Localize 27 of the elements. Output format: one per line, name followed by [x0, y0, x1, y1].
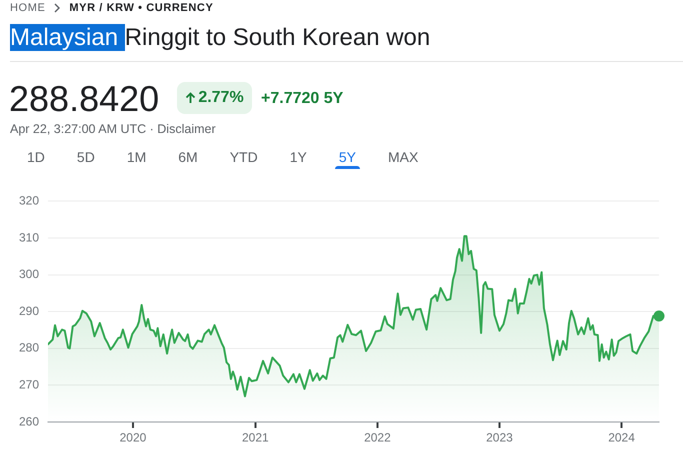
text: YTD	[230, 149, 258, 165]
x-tick-label: 2020	[120, 430, 147, 445]
text: 1Y	[290, 149, 307, 165]
text: HOME	[10, 1, 46, 15]
text: MAX	[388, 149, 418, 165]
text: 5D	[76, 149, 95, 165]
text: Apr 22, 3:27:00 AM UTC · Disclaimer	[10, 122, 216, 137]
text: 288.8420	[9, 78, 160, 119]
y-tick-label: 270	[18, 378, 40, 392]
y-tick-label: 300	[18, 267, 40, 282]
change-badge: 2.77%	[177, 82, 252, 114]
x-tick-label: 2021	[242, 430, 270, 445]
y-tick-label: 290	[18, 304, 40, 318]
y-tick-label: 260	[18, 414, 40, 428]
y-tick-label: 280	[18, 340, 40, 355]
x-tick-label: 2023	[486, 430, 514, 445]
text: +7.7720 5Y	[261, 89, 344, 109]
text: 1D	[27, 149, 45, 165]
text: MYR / KRW • CURRENCY	[69, 1, 214, 15]
text: 6M	[178, 149, 198, 165]
text: 5Y	[338, 149, 356, 165]
y-tick-label: 310	[18, 230, 40, 244]
x-tick-label: 2024	[608, 430, 636, 445]
x-tick-label: 2022	[364, 430, 392, 445]
text: 1M	[126, 149, 146, 165]
chart-title: Malaysian Ringgit to South Korean won	[10, 24, 430, 51]
y-tick-label: 320	[18, 194, 40, 208]
